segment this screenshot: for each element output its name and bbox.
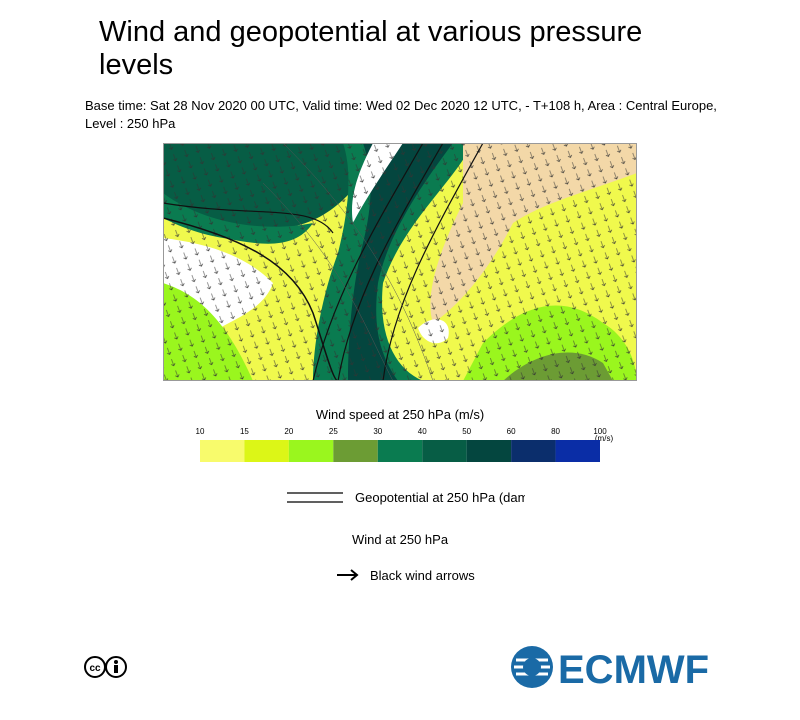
cc-icon: cc (84, 656, 127, 678)
colorbar-tick-label: 30 (373, 427, 382, 436)
wind-title: Wind at 250 hPa (351, 532, 449, 547)
colorbar-tick-label: 80 (551, 427, 560, 436)
svg-text:cc: cc (89, 663, 101, 674)
colorbar-bin (288, 440, 334, 462)
geopotential-label: Geopotential at 250 hPa (dam) (355, 490, 525, 505)
colorbar-tick-label: 10 (196, 427, 205, 436)
colorbar-bin (466, 440, 512, 462)
colorbar-tick-label: 40 (418, 427, 427, 436)
colorbar-bin (511, 440, 556, 462)
colorbar-tick-label: 15 (240, 427, 249, 436)
subtitle: Base time: Sat 28 Nov 2020 00 UTC, Valid… (85, 98, 717, 131)
colorbar-tick-label: 20 (284, 427, 293, 436)
colorbar-tick-label: 60 (507, 427, 516, 436)
colorbar-bin (555, 440, 600, 462)
colorbar-tick-label: 50 (462, 427, 471, 436)
colorbar-bin (244, 440, 289, 462)
wind-legend: Black wind arrows (337, 568, 475, 583)
title: Wind and geopotential at various pressur… (99, 16, 643, 81)
colorbar-bin (200, 440, 245, 462)
colorbar-bin (377, 440, 423, 462)
colorbar-tick-label: 25 (329, 427, 338, 436)
ecmwf-logo: ECMWF (511, 646, 709, 689)
map (163, 143, 637, 381)
colorbar: Wind speed at 250 hPa (m/s) (m/s) 10 15 20… (196, 407, 614, 462)
logo-text: ECMWF (558, 648, 709, 689)
colorbar-bin (333, 440, 378, 462)
colorbar-tick-label: 100 (593, 427, 607, 436)
colorbar-title: Wind speed at 250 hPa (m/s) (316, 407, 484, 422)
wind-arrows-label: Black wind arrows (370, 568, 475, 583)
colorbar-unit: (m/s) (595, 434, 614, 443)
colorbar-bin (422, 440, 467, 462)
geopotential-legend: Geopotential at 250 hPa (dam) (287, 490, 525, 505)
